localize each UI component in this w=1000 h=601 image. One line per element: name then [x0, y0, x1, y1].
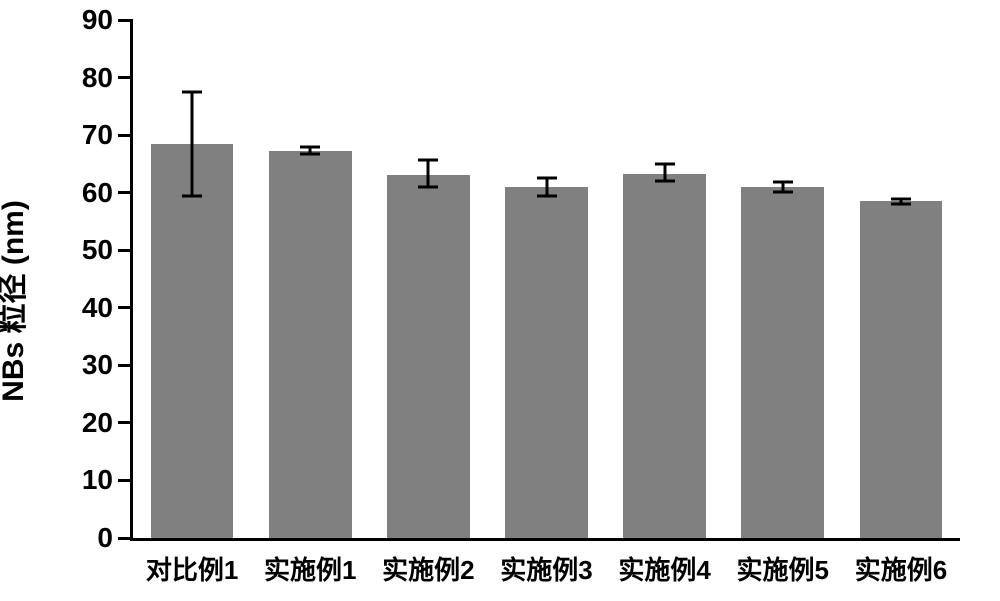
error-bar-cap-bottom — [418, 185, 438, 188]
y-tick — [118, 306, 133, 309]
error-bar-cap-top — [418, 159, 438, 162]
y-tick-label: 60 — [82, 177, 113, 209]
y-tick-label: 80 — [82, 62, 113, 94]
chart-container: NBs 粒径 (nm) 0102030405060708090对比例1实施例1实… — [0, 0, 1000, 601]
y-tick-label: 40 — [82, 292, 113, 324]
y-tick-label: 50 — [82, 234, 113, 266]
error-bar-cap-top — [300, 146, 320, 149]
y-tick-label: 90 — [82, 4, 113, 36]
y-tick — [118, 19, 133, 22]
error-bar-line — [545, 178, 548, 195]
error-bar-line — [427, 160, 430, 186]
y-tick — [118, 191, 133, 194]
error-bar-cap-top — [182, 90, 202, 93]
bar — [387, 175, 470, 538]
x-category-label: 实施例2 — [382, 550, 474, 587]
error-bar-line — [191, 92, 194, 196]
error-bar-cap-top — [537, 177, 557, 180]
y-axis-label: NBs 粒径 (nm) — [0, 200, 32, 402]
y-tick — [118, 249, 133, 252]
bar — [741, 187, 824, 538]
x-category-label: 实施例3 — [500, 550, 592, 587]
y-tick — [118, 134, 133, 137]
bars-layer — [133, 20, 960, 538]
y-tick — [118, 76, 133, 79]
y-tick-label: 0 — [97, 522, 113, 554]
y-tick-label: 10 — [82, 464, 113, 496]
y-tick-label: 70 — [82, 119, 113, 151]
y-tick — [118, 364, 133, 367]
plot-area: 0102030405060708090对比例1实施例1实施例2实施例3实施例4实… — [130, 20, 960, 541]
x-category-label: 实施例6 — [855, 550, 947, 587]
y-tick-label: 30 — [82, 349, 113, 381]
error-bar-cap-bottom — [891, 202, 911, 205]
x-category-label: 对比例1 — [146, 550, 238, 587]
error-bar-cap-top — [655, 163, 675, 166]
error-bar-cap-bottom — [773, 190, 793, 193]
x-category-label: 实施例5 — [737, 550, 829, 587]
bar — [505, 187, 588, 538]
bar — [860, 201, 943, 538]
y-tick-label: 20 — [82, 407, 113, 439]
y-tick — [118, 421, 133, 424]
y-tick — [118, 537, 133, 540]
bar — [623, 174, 706, 538]
error-bar-cap-bottom — [655, 179, 675, 182]
bar — [151, 144, 234, 538]
x-category-label: 实施例1 — [264, 550, 356, 587]
error-bar-cap-top — [891, 198, 911, 201]
y-tick — [118, 479, 133, 482]
x-category-label: 实施例4 — [618, 550, 710, 587]
bar — [269, 151, 352, 538]
error-bar-cap-bottom — [182, 194, 202, 197]
error-bar-cap-bottom — [300, 153, 320, 156]
error-bar-cap-top — [773, 181, 793, 184]
error-bar-cap-bottom — [537, 194, 557, 197]
